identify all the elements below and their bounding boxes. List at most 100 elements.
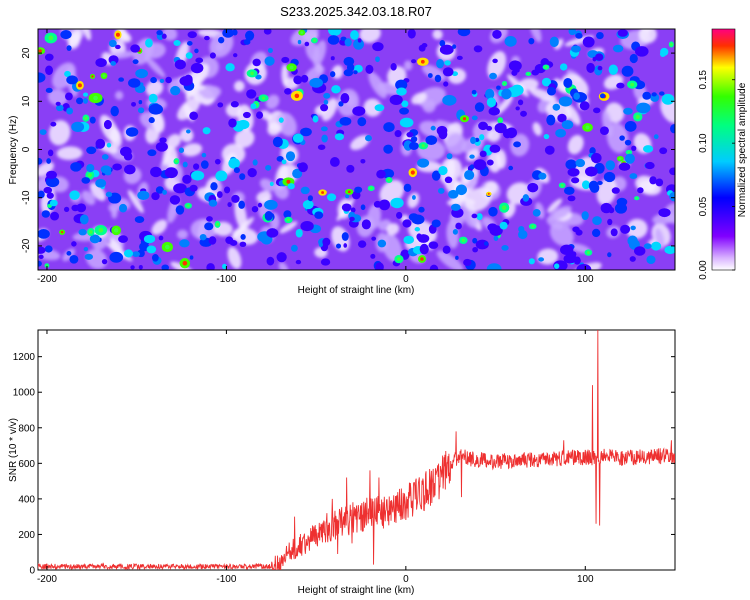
spectrogram-peak bbox=[320, 258, 331, 266]
spectrogram-peak bbox=[660, 47, 669, 56]
spectrogram-peaks bbox=[38, 29, 675, 270]
spectrogram-peak bbox=[375, 56, 380, 63]
spectrogram-peak bbox=[252, 58, 261, 67]
spectrogram-peak bbox=[276, 252, 287, 263]
spectrogram-peak bbox=[83, 246, 89, 252]
spectrogram-peak bbox=[339, 117, 352, 126]
spectrogram-peak bbox=[605, 160, 615, 171]
spectrogram-y-label: Frequency (Hz) bbox=[8, 116, 19, 185]
spectrogram-peak bbox=[442, 67, 454, 77]
spectrogram-peak bbox=[669, 167, 675, 176]
spectrogram-low-patch bbox=[151, 219, 168, 235]
snr-x-tick-label: 0 bbox=[403, 574, 409, 585]
spectrogram-peak bbox=[165, 76, 172, 84]
spectrogram-peak bbox=[661, 93, 675, 105]
spectrogram-peak bbox=[357, 38, 362, 43]
spectrogram-peak bbox=[486, 97, 497, 108]
spectrogram-peak bbox=[285, 151, 296, 162]
spectrogram-peak bbox=[199, 234, 207, 241]
spectrogram-peak bbox=[49, 199, 58, 207]
spectrogram-peak bbox=[264, 56, 275, 66]
spectrogram-peak-core bbox=[289, 65, 294, 70]
spectrogram-peak bbox=[518, 230, 528, 240]
spectrogram-peak bbox=[402, 219, 412, 228]
spectrogram-peak bbox=[528, 37, 535, 45]
spectrogram-peak bbox=[372, 42, 384, 52]
spectrogram-peak bbox=[169, 195, 181, 205]
spectrogram-peak bbox=[417, 158, 430, 168]
spectrogram-peak bbox=[599, 126, 609, 135]
spectrogram-peak bbox=[95, 58, 107, 68]
spectrogram-peak bbox=[201, 152, 207, 158]
spectrogram-peak-core bbox=[498, 118, 502, 122]
spectrogram-peak bbox=[150, 77, 157, 84]
spectrogram-peak bbox=[643, 145, 654, 153]
spectrogram-peak-core bbox=[461, 238, 465, 242]
spectrogram-low-patch bbox=[170, 261, 194, 270]
spectrogram-peak bbox=[44, 245, 53, 253]
spectrogram-low-patch bbox=[487, 151, 502, 173]
spectrogram-peak bbox=[240, 233, 246, 240]
spectrogram-low-patch bbox=[256, 190, 272, 204]
spectrogram-peak bbox=[395, 79, 408, 91]
spectrogram-peak bbox=[79, 214, 89, 225]
spectrogram-peak bbox=[618, 162, 631, 171]
spectrogram-peak bbox=[488, 107, 500, 116]
spectrogram-peak bbox=[189, 184, 198, 192]
spectrogram-peak bbox=[464, 169, 475, 181]
spectrogram-peak bbox=[267, 47, 273, 54]
spectrogram-low-patch bbox=[495, 95, 514, 115]
spectrogram-low-patch bbox=[407, 192, 420, 209]
spectrogram-peak bbox=[655, 178, 664, 187]
spectrogram-y-tick-label: 20 bbox=[21, 47, 32, 59]
spectrogram-peak bbox=[438, 165, 448, 176]
spectrogram-peak bbox=[559, 63, 568, 71]
spectrogram-peak bbox=[291, 244, 298, 252]
spectrogram-peak bbox=[217, 102, 224, 108]
spectrogram-peak bbox=[45, 87, 53, 93]
spectrogram-peak bbox=[436, 59, 444, 69]
spectrogram-peak bbox=[510, 84, 524, 96]
spectrogram-peak-core bbox=[48, 35, 54, 41]
spectrogram-peak bbox=[281, 159, 287, 165]
spectrogram-peak bbox=[173, 40, 181, 46]
spectrogram-peak bbox=[544, 145, 555, 155]
spectrogram-peak bbox=[214, 158, 221, 165]
colorbar-tick-label: 0.15 bbox=[698, 70, 709, 90]
spectrogram-low-patch bbox=[411, 92, 427, 105]
spectrogram-peak bbox=[581, 180, 590, 190]
spectrogram-peak bbox=[69, 190, 80, 200]
snr-frame bbox=[37, 329, 676, 571]
spectrogram-peak bbox=[302, 200, 314, 210]
spectrogram-peak-core bbox=[487, 192, 490, 195]
spectrogram-peak bbox=[374, 104, 385, 112]
spectrogram-low-patch bbox=[368, 71, 387, 99]
spectrogram-peak bbox=[448, 189, 459, 199]
spectrogram-peak bbox=[246, 89, 257, 99]
spectrogram-peak bbox=[50, 211, 60, 221]
spectrogram-peak bbox=[108, 39, 117, 48]
spectrogram-peak bbox=[390, 197, 404, 209]
spectrogram-peak bbox=[486, 263, 502, 270]
spectrogram-peak bbox=[161, 33, 167, 39]
spectrogram-peak bbox=[612, 44, 624, 53]
spectrogram-peak-core bbox=[627, 151, 631, 154]
spectrogram-peak bbox=[501, 88, 512, 100]
spectrogram-peak bbox=[603, 171, 616, 183]
snr-x-label: Height of straight line (km) bbox=[298, 585, 415, 596]
spectrogram-peak bbox=[76, 97, 84, 105]
spectrogram-low-patch bbox=[48, 120, 71, 146]
spectrogram-peak bbox=[341, 232, 349, 241]
spectrogram-peak bbox=[437, 187, 445, 194]
spectrogram-peak bbox=[321, 134, 328, 143]
spectrogram-peak bbox=[330, 56, 335, 61]
spectrogram-peak bbox=[293, 75, 303, 85]
spectrogram-peak bbox=[452, 228, 458, 235]
spectrogram-peak bbox=[565, 159, 577, 170]
spectrogram-peak bbox=[496, 85, 501, 90]
spectrogram-low-patch bbox=[151, 110, 165, 133]
spectrogram-peak bbox=[575, 229, 583, 236]
spectrogram-peak bbox=[208, 236, 217, 245]
spectrogram-low-patch bbox=[166, 134, 181, 149]
spectrogram-peak bbox=[450, 203, 461, 211]
